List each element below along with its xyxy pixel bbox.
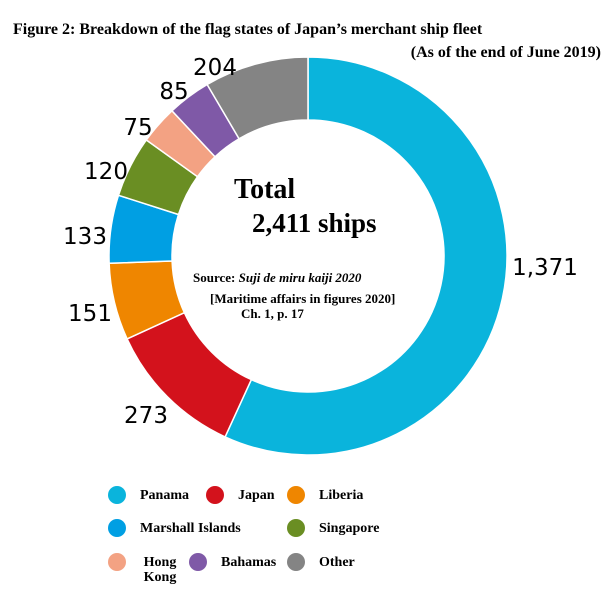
data-label-panama: 1,371 bbox=[512, 255, 578, 281]
legend-swatch-hong-kong bbox=[108, 553, 126, 571]
source-reference: Ch. 1, p. 17 bbox=[241, 306, 304, 321]
legend-label-liberia: Liberia bbox=[319, 488, 364, 503]
source-translation: [Maritime affairs in figures 2020] bbox=[210, 291, 396, 306]
chart-subtitle: (As of the end of June 2019) bbox=[410, 44, 601, 61]
data-label-liberia: 151 bbox=[68, 301, 112, 327]
legend-swatch-marshall-islands bbox=[108, 519, 126, 537]
legend-label-singapore: Singapore bbox=[319, 521, 380, 536]
source-title: Suji de miru kaiji 2020 bbox=[238, 270, 362, 285]
legend-label-bahamas: Bahamas bbox=[221, 555, 277, 570]
data-label-other: 204 bbox=[193, 55, 237, 81]
data-label-hong-kong: 75 bbox=[123, 115, 152, 141]
legend-item-bahamas: Bahamas bbox=[189, 553, 276, 571]
source-prefix: Source: bbox=[193, 270, 239, 285]
slice-panama bbox=[224, 56, 508, 456]
chart-title: Figure 2: Breakdown of the flag states o… bbox=[13, 21, 483, 38]
slice-other bbox=[206, 56, 309, 140]
data-label-japan: 273 bbox=[124, 403, 168, 429]
legend-swatch-singapore bbox=[287, 519, 305, 537]
legend-item-other: Other bbox=[287, 553, 355, 571]
legend-item-hong-kong: Hong Kong bbox=[108, 553, 180, 585]
legend-swatch-japan bbox=[206, 486, 224, 504]
legend-swatch-bahamas bbox=[189, 553, 207, 571]
legend-item-singapore: Singapore bbox=[287, 519, 379, 537]
data-label-bahamas: 85 bbox=[159, 79, 188, 105]
legend-label-other: Other bbox=[319, 555, 355, 570]
total-label: Total bbox=[234, 174, 296, 205]
legend-label-panama: Panama bbox=[140, 488, 189, 503]
data-label-marshall-islands: 133 bbox=[63, 224, 107, 250]
legend-label-hong-kong: Hong Kong bbox=[143, 555, 177, 585]
legend-swatch-panama bbox=[108, 486, 126, 504]
data-label-singapore: 120 bbox=[84, 159, 128, 185]
legend-swatch-other bbox=[287, 553, 305, 571]
slice-group bbox=[108, 56, 508, 456]
source-line: Source: Suji de miru kaiji 2020 bbox=[193, 270, 361, 286]
legend-item-japan: Japan bbox=[206, 486, 275, 504]
legend-label-japan: Japan bbox=[238, 488, 275, 503]
legend-label-marshall-islands: Marshall Islands bbox=[140, 521, 241, 536]
legend-swatch-liberia bbox=[287, 486, 305, 504]
total-value: 2,411 ships bbox=[252, 208, 377, 238]
legend-item-liberia: Liberia bbox=[287, 486, 363, 504]
legend-item-panama: Panama bbox=[108, 486, 189, 504]
legend-item-marshall-islands: Marshall Islands bbox=[108, 519, 241, 537]
